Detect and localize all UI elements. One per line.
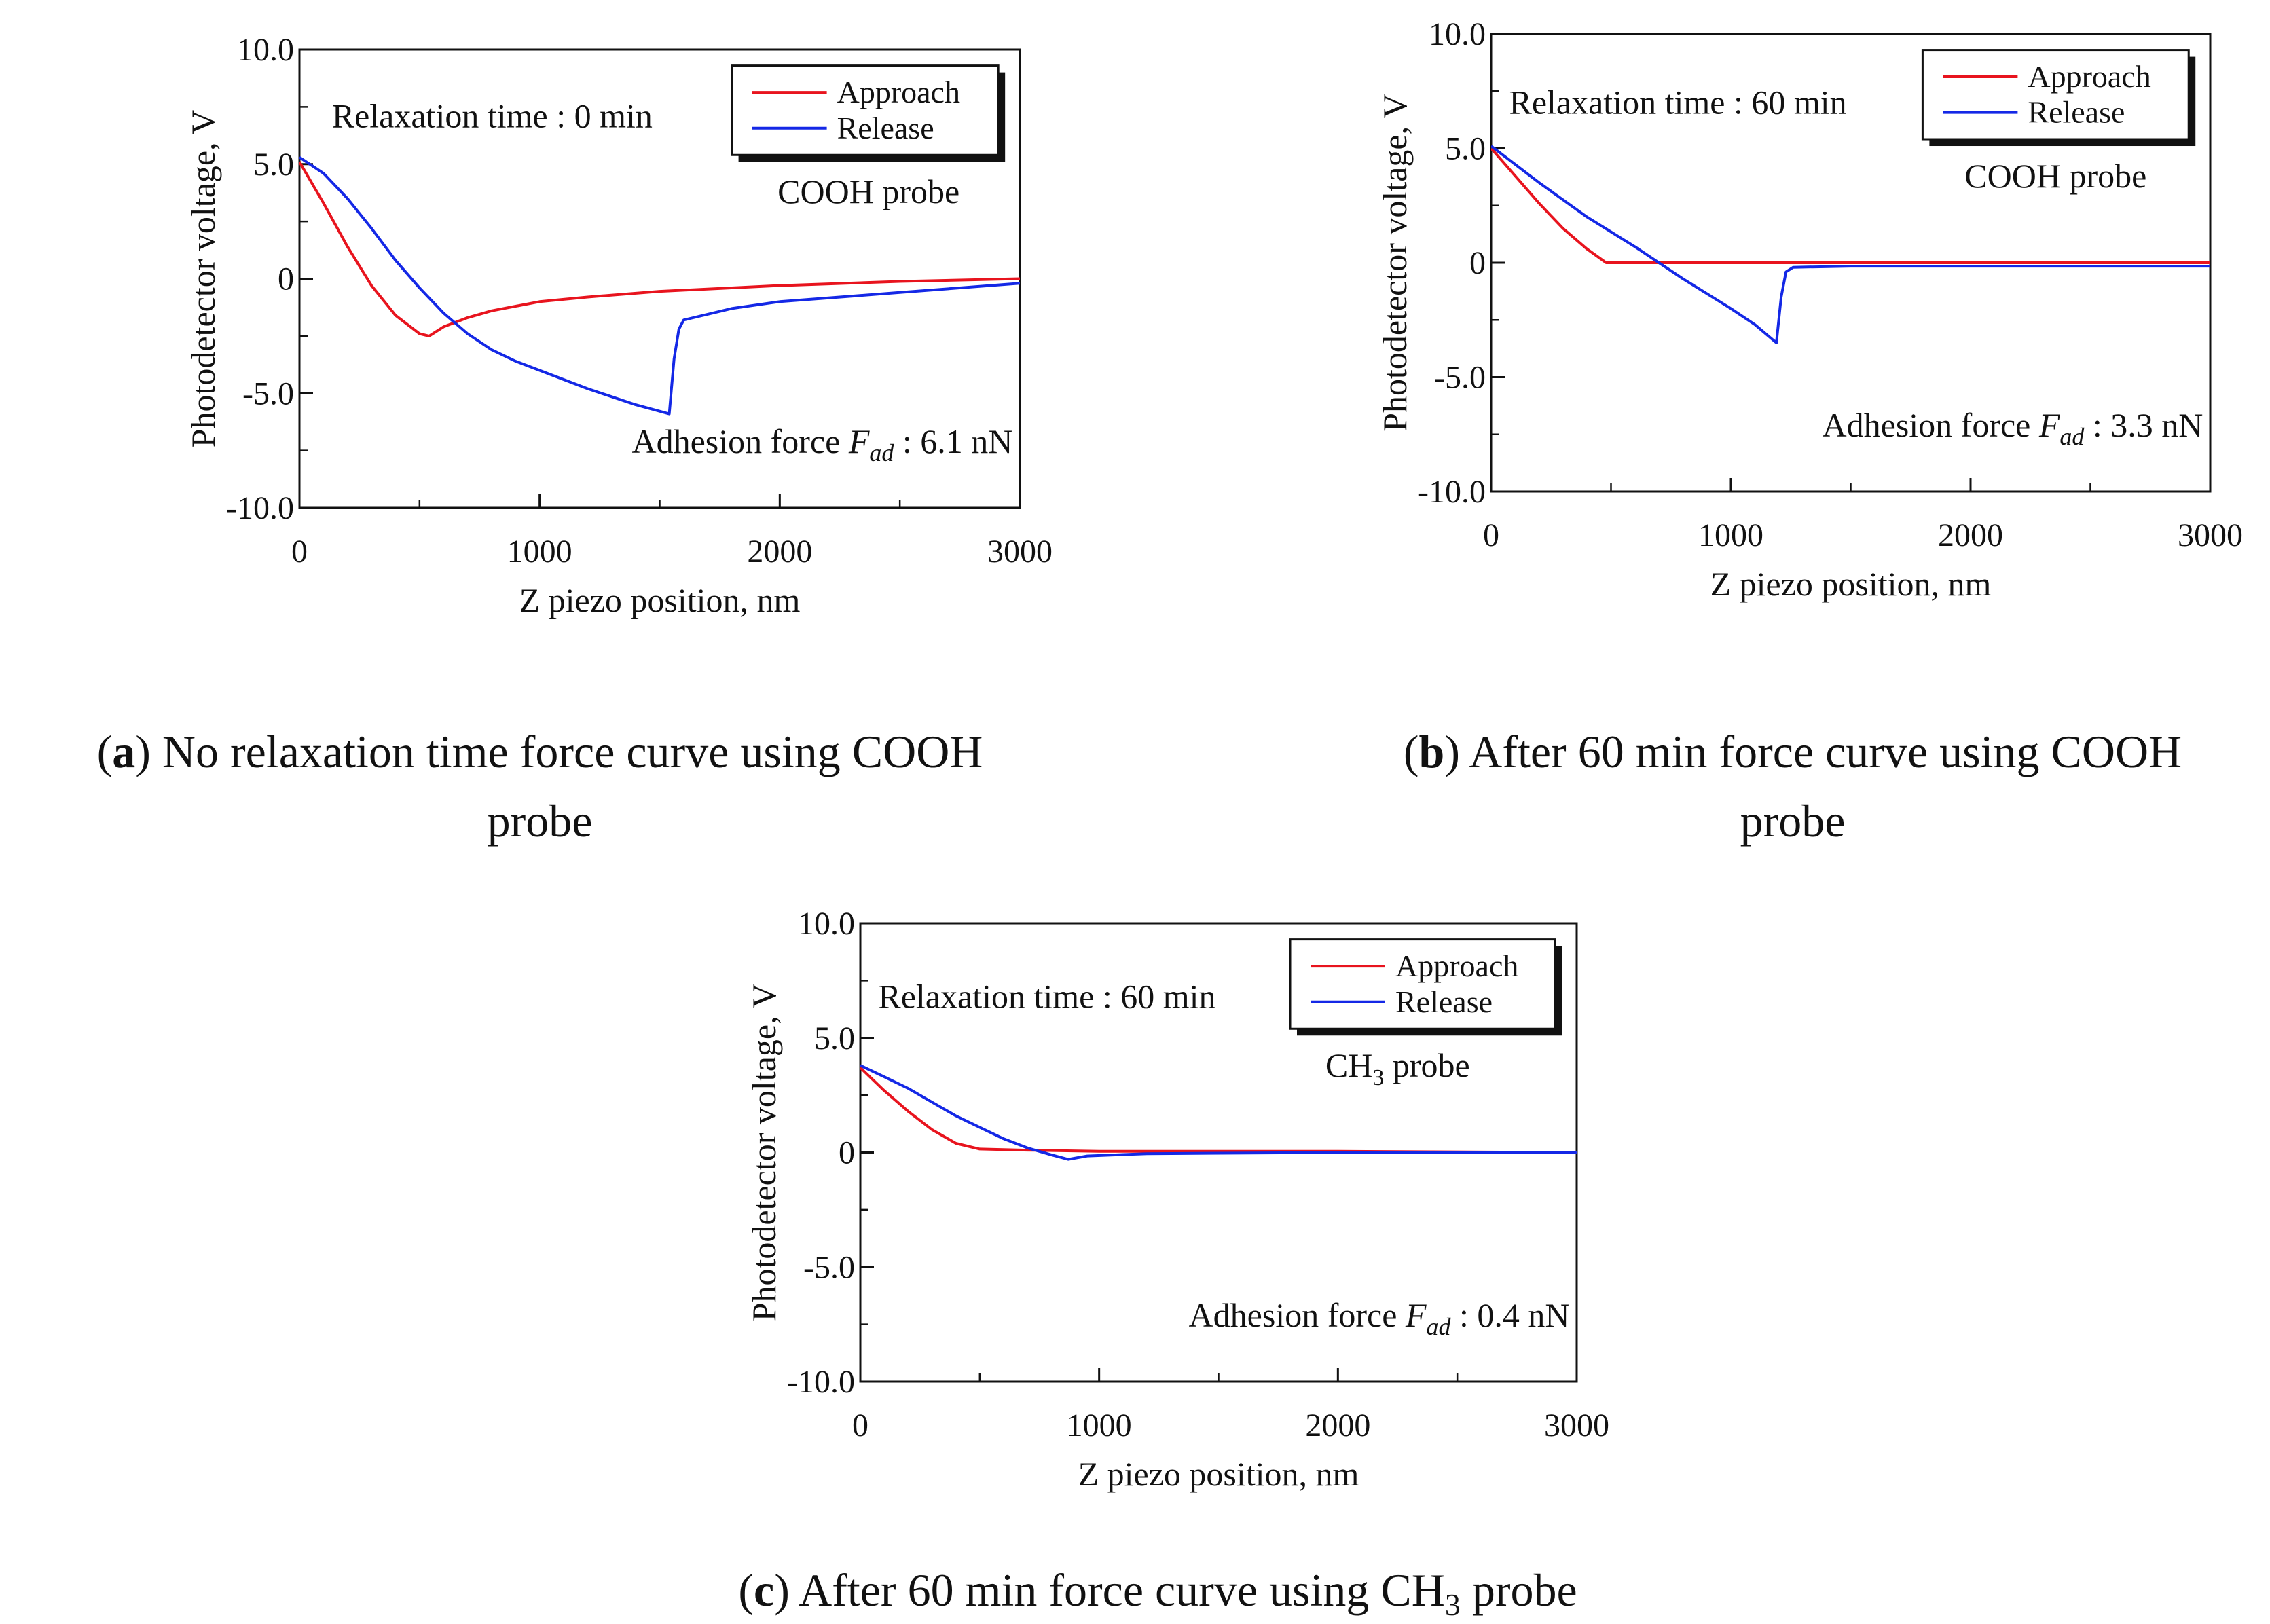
caption-c-line1: (c) After 60 min force curve using CH3 p… xyxy=(738,1564,1577,1622)
caption-subscript: 3 xyxy=(1445,1587,1461,1622)
adhesion-symbol: F xyxy=(848,422,870,460)
caption-text: No relaxation time force curve using COO… xyxy=(162,726,983,777)
probe-label-main: CH xyxy=(1325,1046,1372,1084)
x-tick-label: 2000 xyxy=(747,534,812,570)
y-tick-label: -10.0 xyxy=(787,1364,855,1400)
x-axis-title: Z piezo position, nm xyxy=(1078,1455,1359,1493)
relaxation-time-label: Relaxation time : 0 min xyxy=(332,96,653,134)
adhesion-force-label: Adhesion force Fad : 6.1 nN xyxy=(631,422,1012,466)
y-tick-label: 5.0 xyxy=(1445,131,1486,167)
y-tick-label: -10.0 xyxy=(1418,474,1486,510)
caption-paren-open: ( xyxy=(738,1564,754,1616)
probe-label-tail: probe xyxy=(2061,157,2146,195)
x-tick-label: 1000 xyxy=(507,534,572,570)
caption-paren-open: ( xyxy=(97,726,113,777)
caption-a-line2: probe xyxy=(488,795,593,847)
y-axis-title: Photodetector voltage, V xyxy=(745,984,783,1322)
probe-label-tail: probe xyxy=(1384,1046,1469,1084)
x-tick-label: 1000 xyxy=(1698,517,1763,553)
relaxation-time-label: Relaxation time : 60 min xyxy=(1509,84,1846,122)
caption-a-line1: (a) No relaxation time force curve using… xyxy=(97,726,983,777)
legend-label-approach: Approach xyxy=(1395,948,1518,983)
x-axis-title: Z piezo position, nm xyxy=(1710,565,1992,603)
x-axis-title: Z piezo position, nm xyxy=(519,581,801,619)
y-axis-title: Photodetector voltage, V xyxy=(1376,94,1414,432)
adhesion-subscript: ad xyxy=(869,439,894,466)
y-tick-label: -5.0 xyxy=(242,375,294,411)
caption-text: After 60 min force curve using CH xyxy=(799,1564,1445,1616)
legend-label-release: Release xyxy=(2028,95,2125,130)
legend-box xyxy=(1289,938,1556,1030)
y-tick-label: 0 xyxy=(278,261,294,297)
probe-label-sub: 3 xyxy=(1372,1065,1384,1090)
caption-b-line2: probe xyxy=(1740,795,1846,847)
x-tick-label: 0 xyxy=(852,1407,868,1443)
caption-letter: b xyxy=(1418,726,1444,777)
adhesion-symbol: F xyxy=(2038,406,2060,444)
caption-text: After 60 min force curve using COOH xyxy=(1469,726,2182,777)
probe-label: COOH probe xyxy=(1964,157,2146,195)
caption-paren-close: ) xyxy=(774,1564,799,1616)
legend-label-release: Release xyxy=(1395,984,1493,1019)
chart-panel-b: 10.0 5.0 0 -5.0 -10.0 0 1000 2000 3000 Z piezo po… xyxy=(1376,16,2243,603)
legend-label-release: Release xyxy=(837,111,934,145)
chart-panel-c: 10.0 5.0 0 -5.0 -10.0 0 1000 2000 3000 Z piezo po… xyxy=(745,906,1609,1493)
y-axis-title: Photodetector voltage, V xyxy=(184,110,222,448)
adhesion-subscript: ad xyxy=(2060,423,2085,450)
legend-box xyxy=(731,64,1000,156)
legend-label-approach: Approach xyxy=(837,75,960,109)
y-tick-label: 10.0 xyxy=(237,32,294,68)
y-tick-label: -10.0 xyxy=(226,490,294,526)
y-tick-label: 0 xyxy=(1469,245,1486,281)
caption-paren-open: ( xyxy=(1404,726,1419,777)
chart-panel-a: 10.0 5.0 0 -5.0 -10.0 0 1000 2000 3000 Z piezo po… xyxy=(184,32,1052,619)
adhesion-prefix: Adhesion force xyxy=(631,422,848,460)
x-tick-label: 2000 xyxy=(1938,517,2003,553)
x-tick-label: 1000 xyxy=(1067,1407,1132,1443)
y-tick-label: -5.0 xyxy=(1434,360,1486,396)
adhesion-value: : 6.1 nN xyxy=(894,422,1012,460)
caption-text-tail: probe xyxy=(1461,1564,1577,1616)
series-line-release xyxy=(1491,145,2210,344)
adhesion-prefix: Adhesion force xyxy=(1823,406,2039,444)
adhesion-force-label: Adhesion force Fad : 0.4 nN xyxy=(1189,1296,1570,1340)
y-tick-label: 10.0 xyxy=(1429,16,1486,52)
x-tick-label: 0 xyxy=(1483,517,1499,553)
probe-label: COOH probe xyxy=(777,172,959,210)
probe-label-main: COOH xyxy=(1964,157,2061,195)
caption-b-line1: (b) After 60 min force curve using COOH xyxy=(1404,726,2182,777)
x-tick-label: 3000 xyxy=(1544,1407,1609,1443)
caption-paren-close: ) xyxy=(1444,726,1469,777)
legend-label-approach: Approach xyxy=(2028,59,2150,94)
x-tick-label: 0 xyxy=(291,534,308,570)
series-line-approach xyxy=(1491,147,2210,264)
x-tick-label: 3000 xyxy=(2178,517,2243,553)
series-line-release xyxy=(860,1064,1577,1161)
relaxation-time-label: Relaxation time : 60 min xyxy=(878,978,1215,1016)
caption-paren-close: ) xyxy=(135,726,162,777)
x-tick-label: 2000 xyxy=(1305,1407,1370,1443)
y-tick-label: 10.0 xyxy=(798,906,855,942)
caption-letter: c xyxy=(754,1564,774,1616)
probe-label: CH3 probe xyxy=(1325,1046,1470,1090)
series-line-release xyxy=(299,155,1020,416)
adhesion-symbol: F xyxy=(1405,1296,1427,1334)
legend-box xyxy=(1921,49,2190,141)
y-tick-label: 5.0 xyxy=(814,1020,855,1056)
y-tick-label: -5.0 xyxy=(803,1249,855,1285)
y-tick-label: 0 xyxy=(839,1135,855,1171)
adhesion-force-label: Adhesion force Fad : 3.3 nN xyxy=(1823,406,2203,450)
adhesion-value: : 3.3 nN xyxy=(2084,406,2203,444)
y-tick-label: 5.0 xyxy=(253,147,294,183)
caption-letter: a xyxy=(112,726,135,777)
adhesion-prefix: Adhesion force xyxy=(1189,1296,1406,1334)
probe-label-tail: probe xyxy=(874,172,959,210)
probe-label-main: COOH xyxy=(777,172,874,210)
x-tick-label: 3000 xyxy=(987,534,1052,570)
adhesion-subscript: ad xyxy=(1426,1313,1451,1340)
series-line-approach xyxy=(860,1067,1577,1154)
adhesion-value: : 0.4 nN xyxy=(1450,1296,1569,1334)
